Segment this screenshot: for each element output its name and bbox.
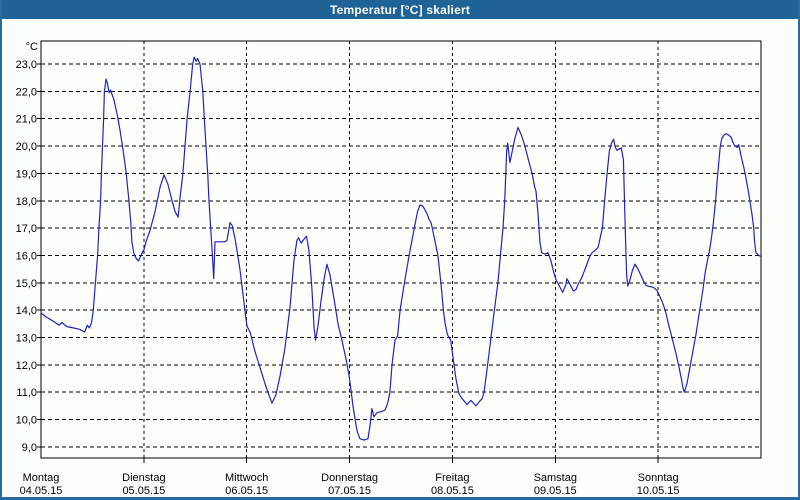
y-tick-label: 19,0 <box>16 168 37 180</box>
temperature-series-line <box>40 56 762 441</box>
day-name-label: Donnerstag <box>321 472 378 484</box>
y-tick-label: 18,0 <box>16 196 37 208</box>
y-tick-label: 22,0 <box>16 86 37 98</box>
day-name-label: Mittwoch <box>225 472 268 484</box>
y-tick-label: 15,0 <box>16 278 37 290</box>
day-date-label: 04.05.15 <box>20 485 63 497</box>
day-name-label: Dienstag <box>122 472 165 484</box>
day-date-label: 05.05.15 <box>122 485 165 497</box>
window-titlebar[interactable]: Temperatur [°C] skaliert <box>2 0 798 19</box>
day-date-label: 07.05.15 <box>328 485 371 497</box>
day-name-label: Sonntag <box>638 472 679 484</box>
day-date-label: 06.05.15 <box>225 485 268 497</box>
y-tick-label: 9,0 <box>22 442 37 454</box>
day-date-label: 08.05.15 <box>431 485 474 497</box>
window-title: Temperatur [°C] skaliert <box>329 2 471 17</box>
day-name-label: Samstag <box>534 472 577 484</box>
chart-area: 23,0 22,0 21,0 20,0 19,0 18,0 17,0 16,0 15,0 14,0… <box>2 19 798 497</box>
y-tick-label: 12,0 <box>16 360 37 372</box>
temperature-line-chart: 23,0 22,0 21,0 20,0 19,0 18,0 17,0 16,0 15,0 14,0… <box>16 40 762 497</box>
y-tick-label: 16,0 <box>16 250 37 262</box>
day-name-label: Montag <box>23 472 60 484</box>
y-tick-label: 10,0 <box>16 415 37 427</box>
y-tick-label: 20,0 <box>16 141 37 153</box>
plot-frame <box>40 40 762 459</box>
day-date-label: 09.05.15 <box>534 485 577 497</box>
y-axis-unit-label: °C <box>26 41 38 53</box>
day-date-label: 10.05.15 <box>637 485 680 497</box>
y-tick-label: 13,0 <box>16 333 37 345</box>
y-tick-label: 17,0 <box>16 223 37 235</box>
y-tick-label: 14,0 <box>16 305 37 317</box>
y-tick-label: 11,0 <box>16 387 37 399</box>
y-tick-label: 23,0 <box>16 59 37 71</box>
y-tick-label: 21,0 <box>16 114 37 126</box>
day-name-label: Freitag <box>435 472 469 484</box>
